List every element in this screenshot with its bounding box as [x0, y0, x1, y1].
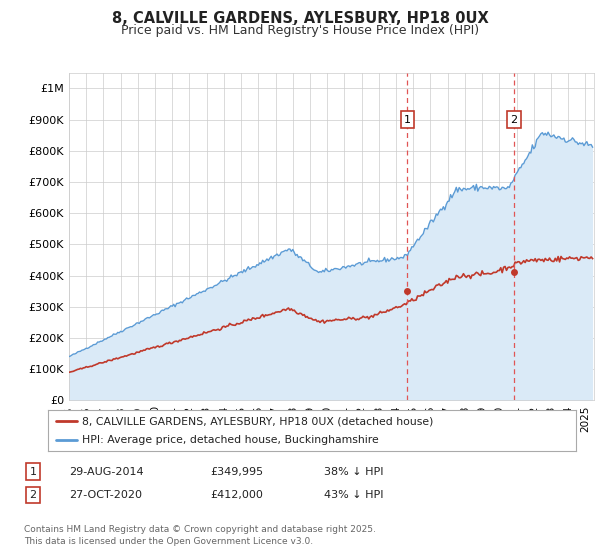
- Text: Price paid vs. HM Land Registry's House Price Index (HPI): Price paid vs. HM Land Registry's House …: [121, 24, 479, 36]
- Text: £412,000: £412,000: [210, 490, 263, 500]
- Text: HPI: Average price, detached house, Buckinghamshire: HPI: Average price, detached house, Buck…: [82, 435, 379, 445]
- Text: £349,995: £349,995: [210, 466, 263, 477]
- Text: 27-OCT-2020: 27-OCT-2020: [69, 490, 142, 500]
- Text: 8, CALVILLE GARDENS, AYLESBURY, HP18 0UX (detached house): 8, CALVILLE GARDENS, AYLESBURY, HP18 0UX…: [82, 417, 434, 426]
- Text: 1: 1: [404, 115, 411, 125]
- Text: 43% ↓ HPI: 43% ↓ HPI: [324, 490, 383, 500]
- Text: 29-AUG-2014: 29-AUG-2014: [69, 466, 143, 477]
- Text: 38% ↓ HPI: 38% ↓ HPI: [324, 466, 383, 477]
- Text: 2: 2: [510, 115, 517, 125]
- Text: 8, CALVILLE GARDENS, AYLESBURY, HP18 0UX: 8, CALVILLE GARDENS, AYLESBURY, HP18 0UX: [112, 11, 488, 26]
- Text: 1: 1: [29, 466, 37, 477]
- Text: Contains HM Land Registry data © Crown copyright and database right 2025.
This d: Contains HM Land Registry data © Crown c…: [24, 525, 376, 546]
- Text: 2: 2: [29, 490, 37, 500]
